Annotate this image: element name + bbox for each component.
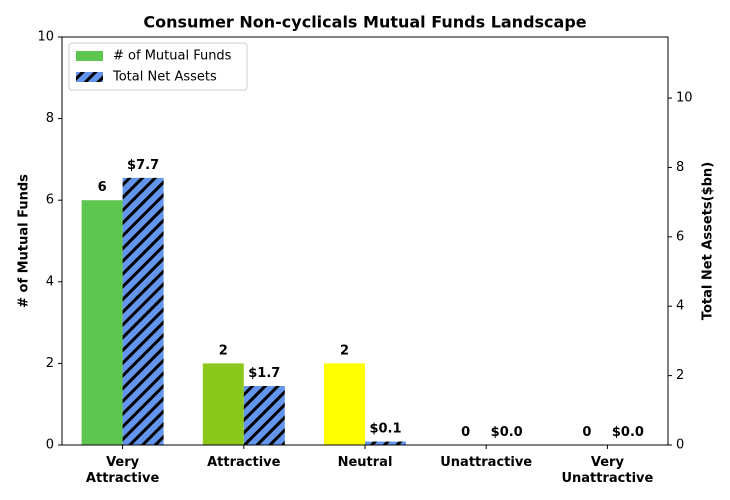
bar (122, 177, 164, 445)
x-tick-label: Neutral (338, 455, 393, 470)
plot-frame (61, 36, 669, 446)
value-label: 2 (219, 343, 228, 358)
value-label: $7.7 (127, 158, 159, 173)
value-label: 0 (461, 425, 470, 440)
legend-box (68, 42, 248, 91)
x-tick-label: Attractive (207, 455, 281, 470)
y-tick-label: 4 (46, 274, 54, 289)
value-label: $0.1 (369, 422, 401, 437)
y-tick-label: 2 (46, 356, 54, 371)
legend-label: Total Net Assets (112, 70, 217, 85)
y-tick-label: 6 (46, 193, 54, 208)
bar (81, 200, 123, 445)
y2-tick-label: 8 (676, 160, 684, 175)
value-label: $1.7 (248, 366, 280, 381)
legend-swatch (76, 72, 103, 82)
bar (365, 441, 406, 445)
bar (243, 386, 285, 445)
value-label: $0.0 (491, 425, 523, 440)
value-label: 0 (582, 425, 591, 440)
x-tick-label: Unattractive (440, 455, 532, 470)
value-label: $0.0 (612, 425, 644, 440)
y2-axis-label: Total Net Assets($bn) (701, 162, 716, 320)
y-axis-label: # of Mutual Funds (17, 174, 32, 308)
bar (324, 363, 365, 445)
y-tick-label: 8 (46, 111, 54, 126)
legend-swatch (76, 51, 103, 61)
y2-tick-label: 10 (676, 91, 693, 106)
x-tick-label: Very Attractive (86, 455, 160, 486)
y2-tick-label: 4 (676, 299, 684, 314)
y-tick-label: 0 (46, 438, 54, 453)
legend-label: # of Mutual Funds (113, 49, 232, 64)
bar (202, 363, 244, 445)
y2-tick-label: 6 (676, 229, 684, 244)
y2-tick-label: 0 (676, 438, 684, 453)
value-label: 2 (340, 343, 349, 358)
x-tick-label: Very Unattractive (561, 455, 653, 486)
y-tick-label: 10 (37, 30, 54, 45)
y2-tick-label: 2 (676, 368, 684, 383)
chart-title: Consumer Non-cyclicals Mutual Funds Land… (143, 13, 586, 32)
value-label: 6 (98, 180, 107, 195)
